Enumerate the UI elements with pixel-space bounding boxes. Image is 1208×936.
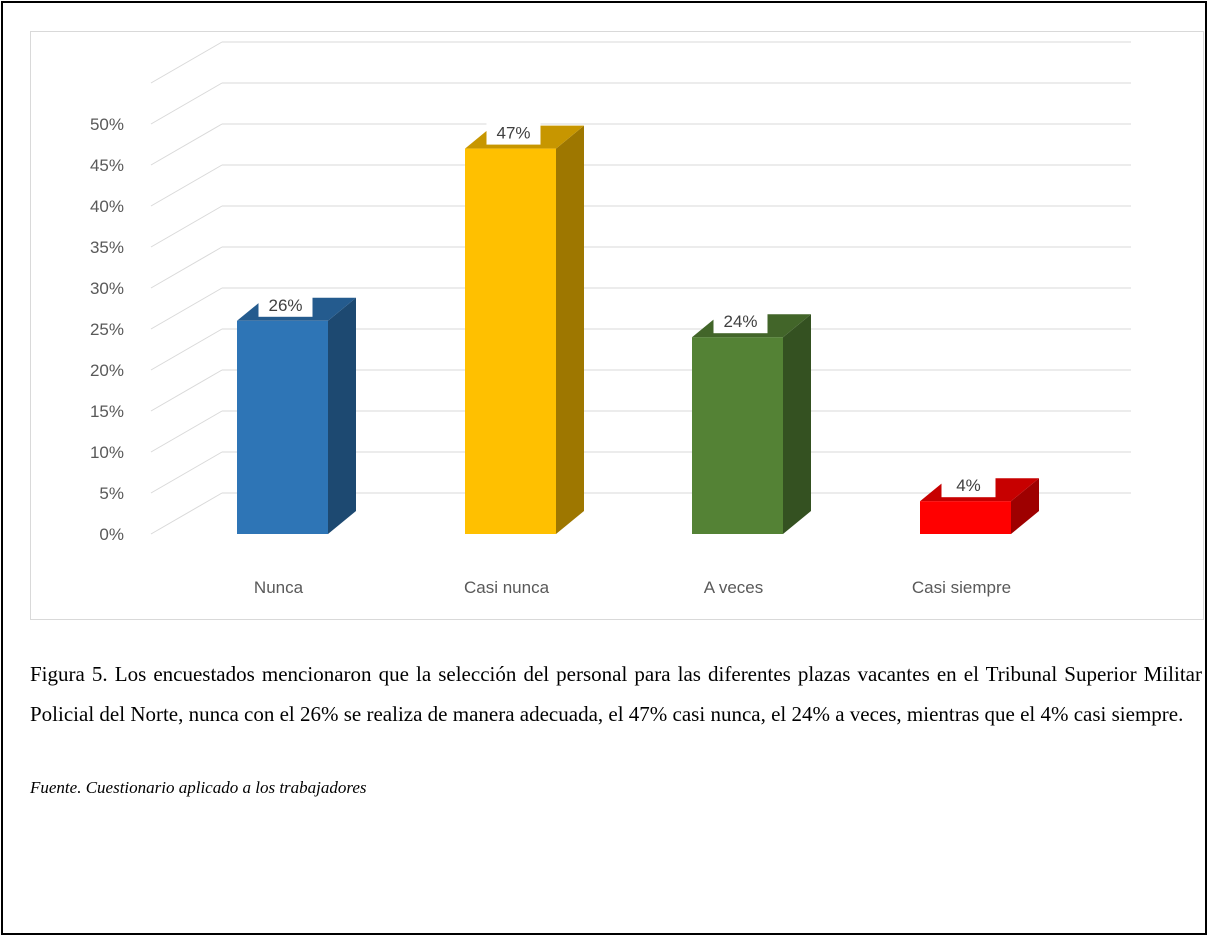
- bar-side: [556, 125, 584, 534]
- bar-side: [328, 297, 356, 534]
- x-tick-label: Casi nunca: [464, 578, 550, 597]
- gridline-depth: [150, 287, 223, 330]
- y-tick-label: 40%: [90, 197, 124, 216]
- data-label: 24%: [723, 312, 757, 331]
- figure-caption: Figura 5. Los encuestados mencionaron qu…: [30, 662, 1202, 726]
- bars: 26% 47% 24% 4%: [237, 118, 1039, 534]
- bar-front: [692, 337, 783, 534]
- y-tick-label: 25%: [90, 320, 124, 339]
- gridline-depth: [150, 246, 223, 289]
- y-tick-label: 20%: [90, 361, 124, 380]
- gridline-depth: [150, 451, 223, 494]
- bar-front: [465, 148, 556, 534]
- x-tick-label: Casi siempre: [912, 578, 1011, 597]
- y-tick-label: 0%: [99, 525, 124, 544]
- x-axis-ticks: Nunca Casi nunca A veces Casi siempre: [254, 578, 1011, 597]
- y-axis-ticks: 0% 5% 10% 15% 20% 25% 30% 35% 40% 45% 50%: [90, 115, 124, 544]
- bar-casi-siempre: 4%: [920, 471, 1039, 534]
- y-tick-label: 35%: [90, 238, 124, 257]
- bar-chart: 0% 5% 10% 15% 20% 25% 30% 35% 40% 45% 50% 26% 47% 24…: [90, 41, 1131, 597]
- y-tick-label: 50%: [90, 115, 124, 134]
- gridline-depth: [150, 328, 223, 371]
- gridline-depth: [150, 123, 223, 166]
- gridline-depth: [150, 41, 223, 84]
- bar-casi-nunca: 47%: [465, 118, 584, 534]
- data-label-box: [486, 118, 541, 145]
- bar-nunca: 26%: [237, 290, 356, 534]
- x-tick-label: Nunca: [254, 578, 304, 597]
- bar-front: [237, 320, 328, 534]
- data-label: 26%: [268, 296, 302, 315]
- y-tick-label: 45%: [90, 156, 124, 175]
- x-tick-label: A veces: [704, 578, 764, 597]
- gridline-depth: [150, 205, 223, 248]
- y-tick-label: 5%: [99, 484, 124, 503]
- gridline-depth: [150, 82, 223, 125]
- data-label: 47%: [496, 124, 530, 143]
- gridline-depth: [150, 410, 223, 453]
- bar-side: [783, 314, 811, 534]
- data-label: 4%: [956, 476, 981, 495]
- chart-area: 0% 5% 10% 15% 20% 25% 30% 35% 40% 45% 50% 26% 47% 24…: [30, 31, 1204, 620]
- data-label-box: [713, 307, 768, 334]
- bar-a-veces: 24%: [692, 307, 811, 534]
- gridlines: [150, 41, 1131, 535]
- gridline-depth: [150, 369, 223, 412]
- figure-source: Fuente. Cuestionario aplicado a los trab…: [30, 778, 367, 797]
- y-tick-label: 15%: [90, 402, 124, 421]
- y-tick-label: 10%: [90, 443, 124, 462]
- data-label-box: [941, 471, 996, 498]
- y-tick-label: 30%: [90, 279, 124, 298]
- bar-side: [1011, 478, 1039, 534]
- gridline-depth: [150, 492, 223, 535]
- gridline-depth: [150, 164, 223, 207]
- data-label-box: [258, 290, 313, 317]
- bar-front: [920, 501, 1011, 534]
